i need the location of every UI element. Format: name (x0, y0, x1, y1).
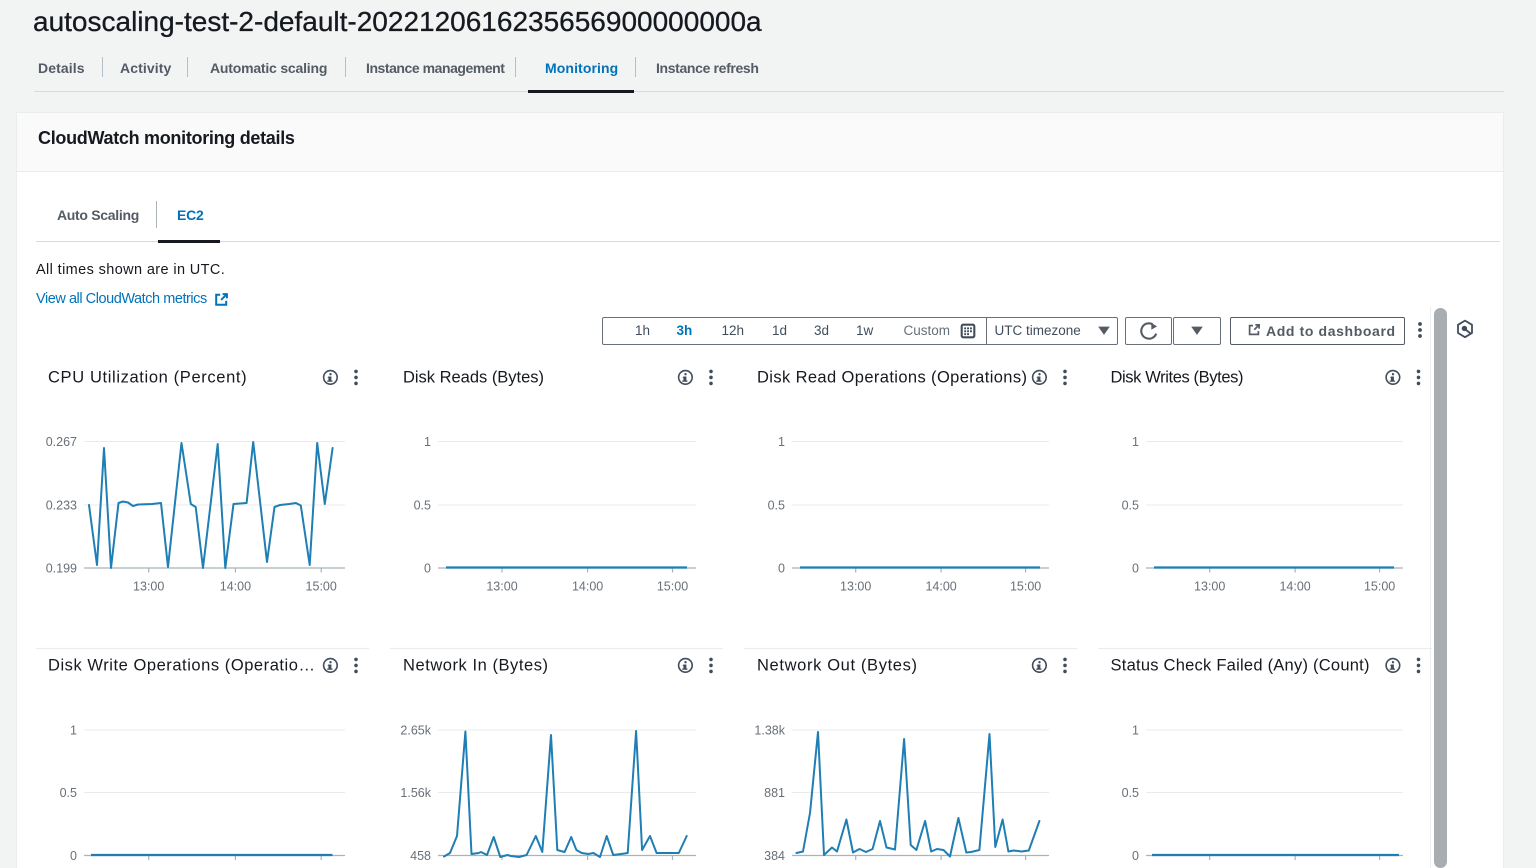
svg-text:Disk Read Operations (Operatio: Disk Read Operations (Operations) (757, 368, 1027, 386)
svg-text:CPU Utilization (Percent): CPU Utilization (Percent) (48, 368, 247, 386)
svg-text:15:00: 15:00 (1364, 580, 1395, 594)
svg-text:1: 1 (778, 435, 785, 449)
svg-text:0.5: 0.5 (60, 786, 77, 800)
svg-text:14:00: 14:00 (1279, 580, 1310, 594)
svg-text:Network In (Bytes): Network In (Bytes) (403, 656, 548, 674)
svg-text:14:00: 14:00 (220, 580, 251, 594)
svg-text:Status Check Failed (Any) (Cou: Status Check Failed (Any) (Count) (1111, 656, 1370, 674)
svg-text:13:00: 13:00 (840, 580, 871, 594)
svg-text:Network Out (Bytes): Network Out (Bytes) (757, 656, 917, 674)
svg-text:1.38k: 1.38k (754, 723, 785, 737)
svg-text:0.5: 0.5 (414, 498, 431, 512)
svg-text:881: 881 (764, 786, 785, 800)
svg-text:0: 0 (1132, 561, 1139, 575)
svg-text:1: 1 (1132, 723, 1139, 737)
svg-text:Disk Write Operations (Operati: Disk Write Operations (Operatio… (48, 656, 315, 674)
svg-text:0: 0 (778, 561, 785, 575)
svg-text:0.267: 0.267 (46, 435, 77, 449)
svg-text:2.65k: 2.65k (400, 723, 431, 737)
svg-text:Disk Writes (Bytes): Disk Writes (Bytes) (1111, 368, 1244, 386)
svg-text:0.5: 0.5 (768, 498, 785, 512)
svg-text:13:00: 13:00 (486, 580, 517, 594)
svg-text:1: 1 (70, 723, 77, 737)
svg-text:0: 0 (1132, 849, 1139, 863)
svg-text:0.5: 0.5 (1122, 498, 1139, 512)
svg-text:15:00: 15:00 (657, 580, 688, 594)
svg-text:14:00: 14:00 (572, 580, 603, 594)
svg-text:0: 0 (70, 849, 77, 863)
svg-text:384: 384 (764, 849, 785, 863)
svg-text:1.56k: 1.56k (400, 786, 431, 800)
svg-text:0.233: 0.233 (46, 498, 77, 512)
svg-text:0: 0 (424, 561, 431, 575)
svg-text:0.199: 0.199 (46, 561, 77, 575)
svg-text:0.5: 0.5 (1122, 786, 1139, 800)
svg-text:13:00: 13:00 (133, 580, 164, 594)
svg-text:14:00: 14:00 (925, 580, 956, 594)
svg-text:Disk Reads (Bytes): Disk Reads (Bytes) (403, 368, 544, 386)
svg-text:1: 1 (424, 435, 431, 449)
svg-text:13:00: 13:00 (1194, 580, 1225, 594)
svg-text:15:00: 15:00 (1010, 580, 1041, 594)
svg-text:458: 458 (410, 849, 431, 863)
svg-text:15:00: 15:00 (306, 580, 337, 594)
svg-text:1: 1 (1132, 435, 1139, 449)
